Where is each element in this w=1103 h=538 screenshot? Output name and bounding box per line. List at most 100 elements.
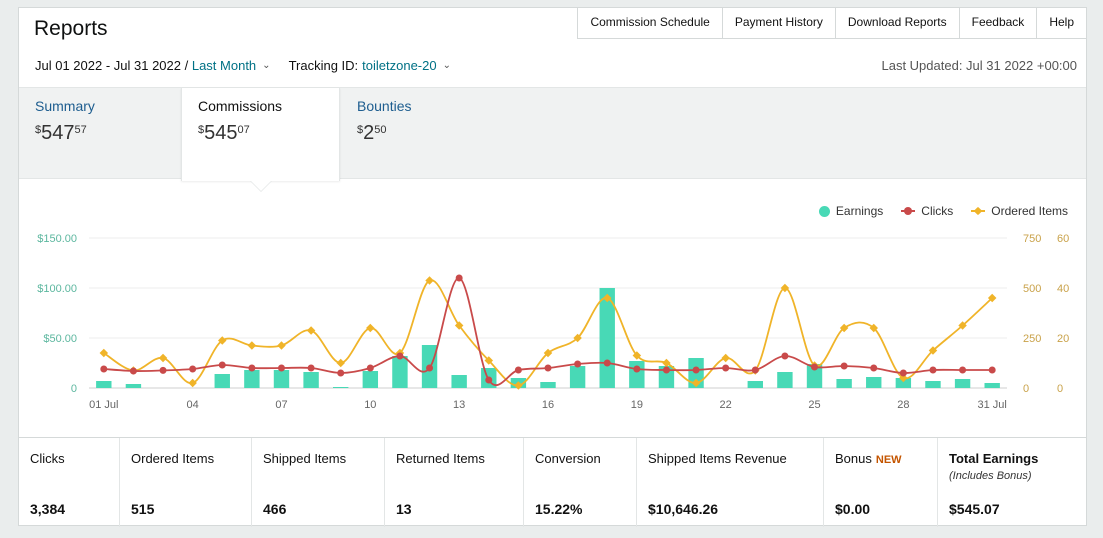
earnings-bar xyxy=(273,370,290,388)
top-navigation: Commission Schedule Payment History Down… xyxy=(577,7,1087,39)
clicks-swatch xyxy=(901,207,916,215)
download-reports-button[interactable]: Download Reports xyxy=(835,7,960,39)
ordered-items-point xyxy=(928,346,938,355)
metric-value: 15.22% xyxy=(535,501,583,517)
help-button[interactable]: Help xyxy=(1037,7,1087,39)
y-tick-items: 60 xyxy=(1057,233,1069,245)
y-tick-clicks: 750 xyxy=(1023,233,1041,245)
tracking-id-dropdown[interactable]: toiletzone-20 xyxy=(362,58,437,73)
commission-schedule-button[interactable]: Commission Schedule xyxy=(577,7,723,39)
clicks-point xyxy=(455,274,463,282)
earnings-bar xyxy=(214,374,230,388)
earnings-bar xyxy=(362,371,379,388)
ordered-items-point xyxy=(662,358,671,368)
earnings-bar xyxy=(392,356,408,388)
metric-value: $10,646.26 xyxy=(648,501,719,517)
earnings-bar xyxy=(96,381,112,388)
clicks-point xyxy=(751,366,759,374)
ordered-items-point xyxy=(721,353,730,363)
chevron-down-icon[interactable]: ⌄ xyxy=(442,60,451,71)
legend-earnings[interactable]: Earnings xyxy=(818,204,884,218)
tab-label: Commissions xyxy=(198,98,283,114)
clicks-point xyxy=(722,364,730,372)
chart-legend: Earnings Clicks Ordered Items xyxy=(801,204,1068,218)
ordered-items-point xyxy=(987,293,997,303)
clicks-point xyxy=(633,365,641,373)
x-tick-label: 25 xyxy=(808,399,820,411)
clicks-point xyxy=(692,366,700,374)
clicks-point xyxy=(218,361,226,369)
ordered-items-point xyxy=(869,323,878,333)
tab-amount: $54507 xyxy=(198,122,250,144)
clicks-point xyxy=(366,364,374,372)
metric-label: Conversion xyxy=(535,451,601,466)
x-tick-label: 31 Jul xyxy=(978,399,1007,411)
metric-shipped-items: Shipped Items 466 xyxy=(252,438,385,527)
clicks-point xyxy=(959,366,967,374)
metric-label: Shipped Items Revenue xyxy=(648,451,787,466)
chevron-down-icon[interactable]: ⌄ xyxy=(262,60,271,71)
clicks-point xyxy=(396,352,404,360)
earnings-bar xyxy=(777,372,793,388)
clicks-point xyxy=(426,364,434,372)
clicks-point xyxy=(603,359,611,367)
earnings-bar xyxy=(244,370,260,388)
ordered-items-point xyxy=(218,336,227,345)
clicks-point xyxy=(485,376,493,384)
date-separator: / xyxy=(181,58,192,73)
summary-tabs: Summary $54757 Commissions $54507 Bounti… xyxy=(19,87,1086,181)
metric-returned-items: Returned Items 13 xyxy=(385,438,524,527)
metric-ordered-items: Ordered Items 515 xyxy=(120,438,252,527)
feedback-button[interactable]: Feedback xyxy=(959,7,1038,39)
last-updated: Last Updated: Jul 31 2022 +00:00 xyxy=(881,58,1077,73)
earnings-bar xyxy=(866,377,882,388)
clicks-point xyxy=(899,369,907,377)
legend-clicks[interactable]: Clicks xyxy=(901,204,953,218)
tab-commissions[interactable]: Commissions $54507 xyxy=(181,88,340,181)
ordered-items-point xyxy=(277,341,286,350)
clicks-point xyxy=(277,364,285,372)
metrics-bar: Clicks 3,384 Ordered Items 515 Shipped I… xyxy=(19,437,1086,527)
clicks-point xyxy=(574,360,582,368)
legend-earnings-label: Earnings xyxy=(835,204,884,218)
earnings-bar xyxy=(540,382,556,388)
report-filters: Jul 01 2022 - Jul 31 2022 / Last Month ⌄… xyxy=(35,58,451,73)
earnings-bar xyxy=(984,383,1000,388)
ordered-items-point xyxy=(158,353,168,363)
earnings-bar xyxy=(303,372,319,388)
earnings-bar xyxy=(747,381,763,388)
clicks-point xyxy=(840,362,848,370)
y-tick-earnings: $50.00 xyxy=(43,333,77,345)
y-tick-items: 40 xyxy=(1057,283,1069,295)
x-tick-label: 01 Jul xyxy=(89,399,118,411)
tracking-id-label: Tracking ID: xyxy=(288,58,359,73)
earnings-bar xyxy=(836,379,852,388)
x-tick-label: 28 xyxy=(897,399,909,411)
metric-value: $545.07 xyxy=(949,501,1000,517)
ordered-items-swatch xyxy=(971,210,986,212)
earnings-bar xyxy=(895,378,912,388)
tab-label: Bounties xyxy=(357,98,412,114)
legend-ordered-label: Ordered Items xyxy=(991,204,1068,218)
reports-card: Reports Commission Schedule Payment Hist… xyxy=(18,7,1087,527)
metric-clicks: Clicks 3,384 xyxy=(19,438,120,527)
earnings-bar xyxy=(954,379,971,388)
tab-bounties[interactable]: Bounties $250 xyxy=(341,88,491,178)
tab-label: Summary xyxy=(35,98,95,114)
period-dropdown[interactable]: Last Month xyxy=(191,58,257,73)
clicks-point xyxy=(811,363,819,371)
ordered-items-point xyxy=(188,378,197,388)
payment-history-button[interactable]: Payment History xyxy=(722,7,836,39)
clicks-point xyxy=(781,352,789,360)
clicks-point xyxy=(514,366,522,374)
tab-summary[interactable]: Summary $54757 xyxy=(19,88,181,178)
earnings-bar xyxy=(569,366,586,388)
legend-clicks-label: Clicks xyxy=(921,204,954,218)
metric-label: Clicks xyxy=(30,451,65,466)
active-tab-caret xyxy=(250,180,272,191)
earnings-bar xyxy=(658,366,675,388)
legend-ordered-items[interactable]: Ordered Items xyxy=(971,204,1068,218)
y-tick-earnings: $100.00 xyxy=(37,283,77,295)
ordered-items-point xyxy=(454,321,464,330)
metric-conversion: Conversion 15.22% xyxy=(524,438,637,527)
